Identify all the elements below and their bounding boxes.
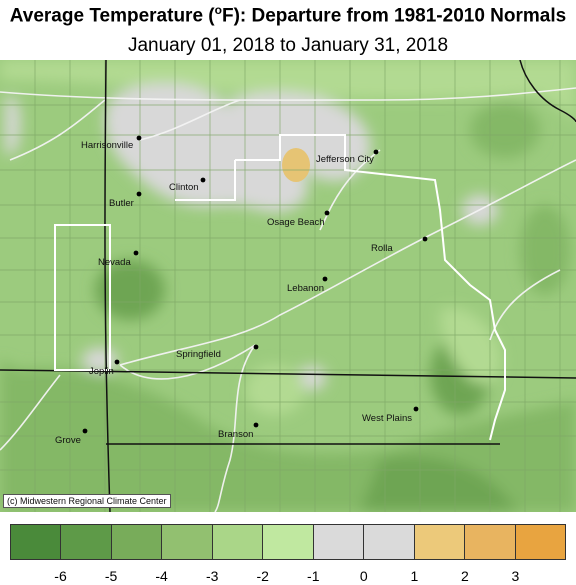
map-subtitle: January 01, 2018 to January 31, 2018 <box>127 35 449 56</box>
city-dot-grove <box>82 428 88 434</box>
city-dot-springfield <box>253 344 259 350</box>
city-label-clinton: Clinton <box>169 182 199 193</box>
city-markers: Harrisonville Jefferson City Clinton Butler… <box>55 135 428 446</box>
legend-swatch <box>465 525 516 559</box>
city-dot-clinton <box>200 177 206 183</box>
city-label-grove: Grove <box>55 435 81 446</box>
city-label-lebanon: Lebanon <box>287 283 324 294</box>
city-dot-nevada <box>133 250 139 256</box>
legend-swatch <box>515 525 565 559</box>
city-dot-osage-beach <box>324 210 330 216</box>
highways <box>0 87 576 512</box>
legend-tick-label: 0 <box>359 568 368 584</box>
title-suffix: F): Departure from 1981-2010 Normals <box>221 5 567 27</box>
legend-tick-label: -4 <box>155 568 168 584</box>
city-dot-jefferson-city <box>373 149 379 155</box>
city-dot-west-plains <box>413 406 419 412</box>
legend-tick-label: -3 <box>205 568 219 584</box>
legend-swatch <box>11 525 62 559</box>
city-dot-butler <box>136 191 142 197</box>
title-prefix: Average Temperature ( <box>9 5 215 27</box>
title-degree: o <box>214 3 222 17</box>
legend-swatch <box>414 525 466 559</box>
city-label-rolla: Rolla <box>371 243 393 254</box>
city-label-springfield: Springfield <box>176 349 221 360</box>
legend-tick-label: 1 <box>410 568 419 584</box>
city-dot-branson <box>253 422 259 428</box>
city-label-jefferson-city: Jefferson City <box>316 154 374 165</box>
city-dot-harrisonville <box>136 135 142 141</box>
legend-tick-label: -2 <box>256 568 269 584</box>
city-dot-joplin <box>114 359 120 365</box>
legend-tick-label: -5 <box>104 568 118 584</box>
city-label-osage-beach: Osage Beach <box>267 217 325 228</box>
legend-swatch <box>162 525 213 559</box>
credit-label: (c) Midwestern Regional Climate Center <box>3 494 171 508</box>
legend-swatch <box>212 525 264 559</box>
city-label-branson: Branson <box>218 429 253 440</box>
city-label-harrisonville: Harrisonville <box>81 140 133 151</box>
city-label-joplin: Joplin <box>89 366 114 377</box>
legend-tick-label: 2 <box>461 568 469 584</box>
state-region-boundaries <box>0 60 576 512</box>
legend-color-bar <box>10 524 566 560</box>
city-dot-lebanon <box>322 276 328 282</box>
legend-swatch <box>364 525 415 559</box>
map-title: Average Temperature (oF): Departure from… <box>0 3 576 27</box>
legend-tick-label: -6 <box>54 568 67 584</box>
legend-tick-label: -1 <box>307 568 320 584</box>
city-label-nevada: Nevada <box>98 257 131 268</box>
legend-swatch <box>263 525 314 559</box>
city-label-west-plains: West Plains <box>362 413 412 424</box>
legend-tick-label: 3 <box>511 568 520 584</box>
legend-swatch <box>61 525 112 559</box>
city-label-butler: Butler <box>109 198 134 209</box>
legend-swatch <box>313 525 365 559</box>
temperature-departure-map: Harrisonville Jefferson City Clinton Butler… <box>0 60 576 512</box>
city-dot-rolla <box>422 236 428 242</box>
legend-swatch <box>111 525 163 559</box>
